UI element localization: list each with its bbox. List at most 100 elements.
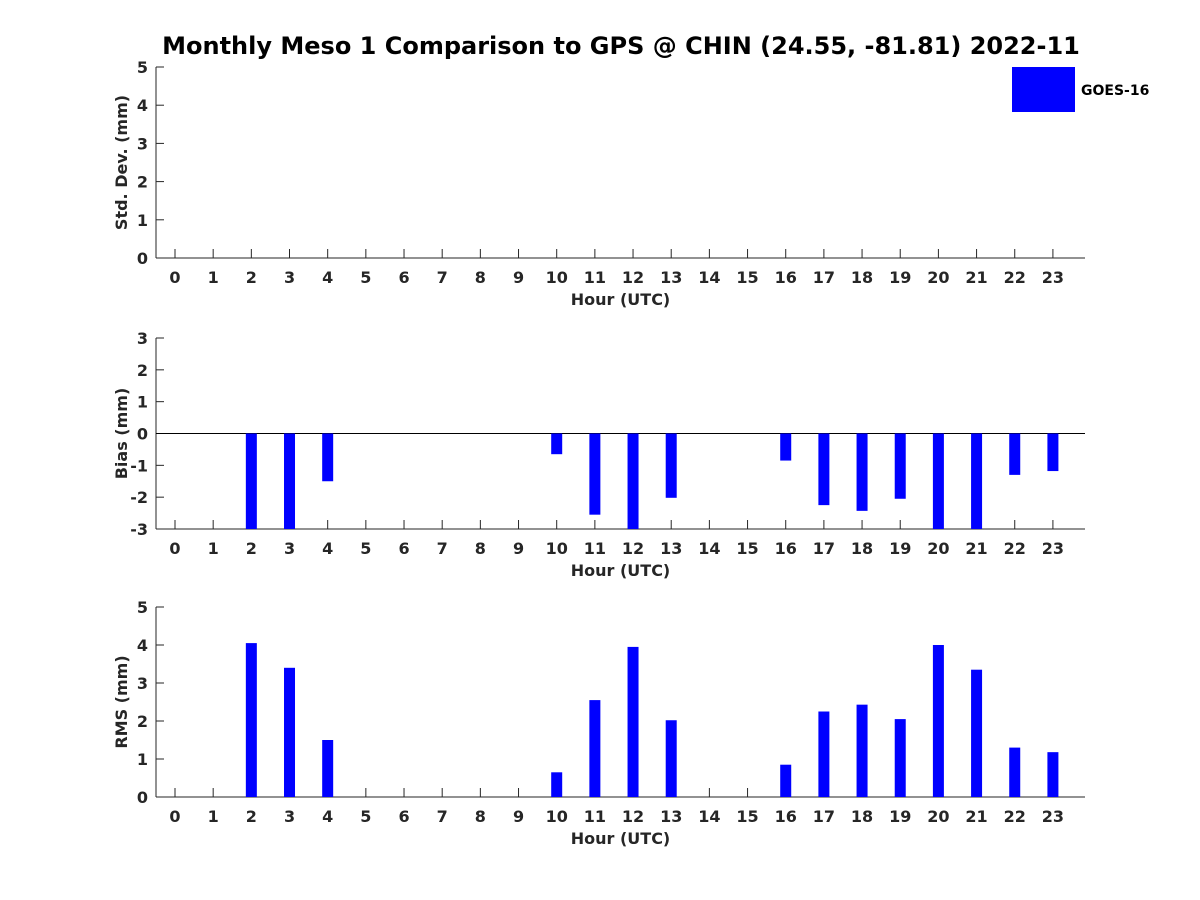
x-tick-label: 8 [475, 807, 486, 826]
x-tick-label: 11 [584, 539, 606, 558]
y-tick-label: 4 [137, 96, 148, 115]
y-tick-label: 3 [137, 329, 148, 348]
x-tick-label: 22 [1004, 807, 1026, 826]
x-tick-label: 16 [775, 268, 797, 287]
legend: GOES-16 [1012, 67, 1149, 112]
bar [284, 667, 296, 797]
y-tick-label: 1 [137, 750, 148, 769]
y-tick-label: 0 [137, 788, 148, 807]
bar [665, 433, 677, 498]
bar [780, 764, 792, 797]
bar [551, 433, 563, 455]
x-tick-label: 17 [813, 539, 835, 558]
bar [932, 645, 944, 797]
y-tick-label: 2 [137, 361, 148, 380]
bar [627, 433, 639, 529]
x-tick-label: 4 [322, 807, 333, 826]
chart-title: Monthly Meso 1 Comparison to GPS @ CHIN … [162, 32, 1080, 60]
x-axis-label: Hour (UTC) [571, 829, 671, 848]
bar [818, 433, 830, 506]
y-tick-label: 3 [137, 134, 148, 153]
x-tick-label: 15 [736, 268, 758, 287]
x-tick-label: 4 [322, 268, 333, 287]
x-tick-label: 23 [1042, 807, 1064, 826]
x-tick-label: 14 [698, 539, 720, 558]
bar [284, 433, 296, 529]
bar [1009, 747, 1021, 797]
x-tick-label: 11 [584, 807, 606, 826]
bar [551, 772, 563, 797]
bar [1047, 433, 1059, 472]
x-tick-label: 17 [813, 268, 835, 287]
x-tick-label: 2 [246, 268, 257, 287]
bar [589, 433, 601, 515]
bar [818, 711, 830, 797]
bar [932, 433, 944, 529]
x-tick-label: 13 [660, 539, 682, 558]
bar [971, 433, 983, 529]
y-tick-label: 0 [137, 425, 148, 444]
y-axis-label: RMS (mm) [112, 655, 131, 748]
x-tick-label: 16 [775, 539, 797, 558]
x-tick-label: 3 [284, 807, 295, 826]
x-tick-label: 0 [169, 539, 180, 558]
x-tick-label: 3 [284, 539, 295, 558]
x-tick-label: 18 [851, 268, 873, 287]
x-tick-label: 22 [1004, 539, 1026, 558]
x-tick-label: 18 [851, 539, 873, 558]
x-tick-label: 3 [284, 268, 295, 287]
x-tick-label: 19 [889, 268, 911, 287]
legend-swatch [1012, 67, 1075, 112]
x-tick-label: 19 [889, 539, 911, 558]
bar [780, 433, 792, 461]
x-axis-label: Hour (UTC) [571, 290, 671, 309]
x-tick-label: 6 [398, 807, 409, 826]
bar [856, 433, 868, 511]
x-tick-label: 20 [927, 807, 949, 826]
x-tick-label: 21 [965, 539, 987, 558]
x-tick-label: 10 [546, 539, 568, 558]
x-tick-label: 9 [513, 807, 524, 826]
x-tick-label: 2 [246, 807, 257, 826]
x-tick-label: 21 [965, 807, 987, 826]
bar [894, 433, 906, 499]
x-tick-label: 19 [889, 807, 911, 826]
x-tick-label: 5 [360, 807, 371, 826]
bar [589, 700, 601, 797]
x-tick-label: 11 [584, 268, 606, 287]
x-tick-label: 5 [360, 539, 371, 558]
y-tick-label: 5 [137, 58, 148, 77]
x-tick-label: 17 [813, 807, 835, 826]
x-tick-label: 10 [546, 268, 568, 287]
y-tick-label: 3 [137, 674, 148, 693]
x-tick-label: 23 [1042, 539, 1064, 558]
x-tick-label: 5 [360, 268, 371, 287]
y-axis-label: Std. Dev. (mm) [112, 95, 131, 230]
x-tick-label: 7 [437, 268, 448, 287]
bar [245, 433, 257, 529]
x-tick-label: 7 [437, 807, 448, 826]
bar [1009, 433, 1021, 475]
x-tick-label: 1 [208, 268, 219, 287]
bar [856, 704, 868, 797]
x-tick-label: 16 [775, 807, 797, 826]
y-tick-label: 4 [137, 636, 148, 655]
x-tick-label: 6 [398, 268, 409, 287]
x-tick-label: 0 [169, 807, 180, 826]
y-tick-label: 2 [137, 173, 148, 192]
x-axis-label: Hour (UTC) [571, 561, 671, 580]
x-tick-label: 0 [169, 268, 180, 287]
bar [322, 433, 334, 482]
x-tick-label: 22 [1004, 268, 1026, 287]
x-tick-label: 15 [736, 807, 758, 826]
legend-label: GOES-16 [1081, 83, 1149, 99]
y-tick-label: 0 [137, 249, 148, 268]
y-tick-label: -3 [130, 520, 148, 539]
y-tick-label: -2 [130, 488, 148, 507]
bar [627, 646, 639, 797]
x-tick-label: 10 [546, 807, 568, 826]
bar [665, 720, 677, 797]
